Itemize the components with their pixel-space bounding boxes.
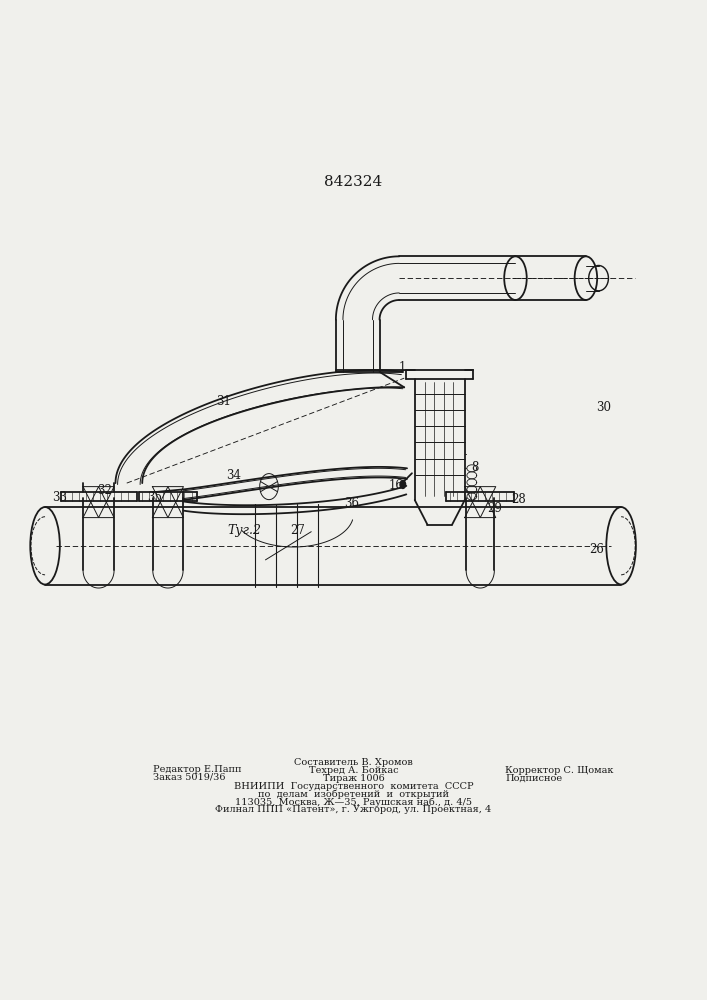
Text: 1: 1 [399, 361, 407, 374]
Text: Составитель В. Хромов: Составитель В. Хромов [294, 758, 413, 767]
Text: 842324: 842324 [325, 175, 382, 189]
Text: 113035, Москва, Ж—35, Раушская наб., д. 4/5: 113035, Москва, Ж—35, Раушская наб., д. … [235, 797, 472, 807]
Text: 28: 28 [512, 493, 527, 506]
Text: 16: 16 [389, 479, 404, 492]
Text: 36: 36 [344, 497, 360, 510]
Text: по  делам  изобретений  и  открытий: по делам изобретений и открытий [258, 790, 449, 799]
Text: Редактор Е.Папп: Редактор Е.Папп [153, 765, 241, 774]
Text: 33: 33 [52, 491, 66, 504]
Text: ВНИИПИ  Государственного  комитета  СССР: ВНИИПИ Государственного комитета СССР [234, 782, 473, 791]
Text: 32: 32 [98, 484, 112, 497]
Text: 8: 8 [471, 461, 479, 474]
Text: 26: 26 [589, 543, 604, 556]
Text: Тираж 1006: Тираж 1006 [322, 774, 385, 783]
Text: 29: 29 [487, 502, 502, 515]
Text: 35: 35 [147, 491, 163, 504]
Text: Корректор С. Щомак: Корректор С. Щомак [505, 766, 614, 775]
Ellipse shape [400, 481, 406, 488]
Text: 31: 31 [216, 395, 230, 408]
Text: 30: 30 [596, 401, 611, 414]
Text: Техред А. Бойкас: Техред А. Бойкас [309, 766, 398, 775]
Text: 27: 27 [290, 524, 305, 537]
Text: Заказ 5019/36: Заказ 5019/36 [153, 772, 226, 781]
Text: Филнал ППП «Патент», г. Ужгород, ул. Проектная, 4: Филнал ППП «Патент», г. Ужгород, ул. Про… [216, 805, 491, 814]
Text: 34: 34 [226, 469, 241, 482]
Text: Подписное: Подписное [505, 774, 562, 783]
Text: Τуг.2: Τуг.2 [228, 524, 262, 537]
